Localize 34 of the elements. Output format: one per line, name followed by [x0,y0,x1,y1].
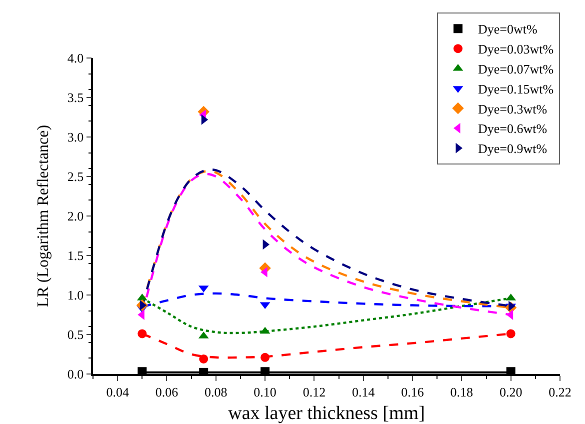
y-tick-label: 3.0 [67,130,84,145]
legend-label: Dye=0.3wt% [478,101,548,116]
legend-label: Dye=0wt% [478,22,538,37]
legend-label: Dye=0.9wt% [478,141,548,156]
y-tick-label: 1.5 [67,248,84,264]
legend-label: Dye=0.03wt% [478,42,554,57]
x-tick-label: 0.12 [302,384,326,400]
y-tick-label: 1.0 [67,288,84,303]
point [199,354,208,364]
y-tick-label: 2.0 [67,208,84,224]
point [260,352,270,362]
point [138,329,147,338]
x-tick-label: 0.18 [450,384,474,400]
x-tick-label: 0.20 [499,384,522,400]
y-tick-label: 2.5 [67,169,84,184]
legend-label: Dye=0.07wt% [478,62,554,77]
x-tick-label: 0.22 [548,384,572,400]
legend-label: Dye=0.15wt% [478,81,554,96]
x-tick-label: 0.06 [155,384,179,400]
x-tick-label: 0.16 [401,384,424,400]
y-tick-label: 0.0 [67,366,84,382]
y-axis-title: LR (Logarithm Reflectance) [34,124,52,308]
point [140,300,147,310]
x-tick-label: 0.10 [254,384,276,400]
x-axis-title: wax layer thickness [mm] [228,403,425,424]
x-tick-label: 0.14 [352,384,376,400]
point [506,310,514,320]
y-tick-label: 0.5 [67,327,84,342]
legend-label: Dye=0.6wt% [478,121,548,136]
x-tick-label: 0.04 [106,384,130,400]
point [506,329,516,338]
y-tick-label: 3.5 [67,90,84,106]
y-tick-label: 4.0 [67,50,84,66]
x-tick-label: 0.08 [204,384,228,400]
